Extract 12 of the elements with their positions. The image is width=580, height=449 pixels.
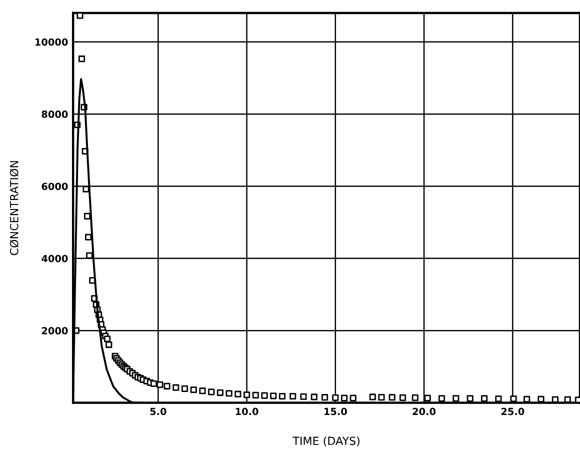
y-tick-label: 6000 <box>42 182 68 190</box>
x-axis-title: TIME (DAYS) <box>292 436 360 446</box>
y-tick-label: 4000 <box>42 254 68 262</box>
x-tick-label: 15.0 <box>324 408 347 416</box>
y-axis-title: CØNCENTRATIØN <box>10 161 19 256</box>
x-tick-label: 5.0 <box>150 408 166 416</box>
x-tick-label: 10.0 <box>236 408 258 416</box>
x-tick-label: 25.0 <box>501 408 524 416</box>
y-tick-label: 8000 <box>42 110 68 118</box>
x-tick-label: 20.0 <box>412 408 436 416</box>
y-tick-label: 10000 <box>35 38 68 46</box>
y-tick-label: 2000 <box>42 327 68 334</box>
